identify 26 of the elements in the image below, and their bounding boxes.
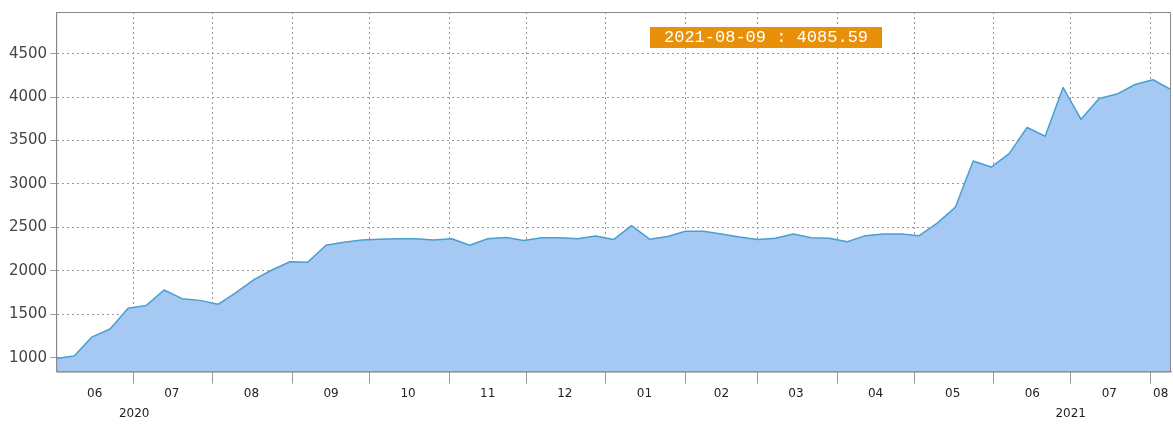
- x-tick-label: 01: [636, 385, 653, 400]
- x-tick-label: 12: [557, 385, 573, 400]
- y-tick-label: 1000: [8, 347, 48, 366]
- x-tick-label: 05: [945, 385, 961, 400]
- x-tick-label: 11: [480, 385, 496, 400]
- y-tick-label: 3000: [8, 173, 48, 192]
- y-tick-label: 3500: [8, 130, 48, 149]
- x-tick-label: 02: [713, 385, 730, 400]
- annotation: 2021-08-09 : 4085.59: [650, 27, 883, 48]
- x-tick-label: 08: [1153, 385, 1169, 400]
- text: 2021: [1055, 405, 1086, 420]
- y-tick-label: 4000: [8, 87, 48, 106]
- x-tick-label: 07: [1101, 385, 1117, 400]
- x-tick-label: 06: [87, 385, 103, 400]
- x-tick-label: 09: [323, 385, 339, 400]
- y-tick-label: 1500: [8, 304, 48, 323]
- x-tick-label: 07: [164, 385, 180, 400]
- y-tick-label: 4500: [8, 43, 48, 62]
- text: 2020: [118, 405, 150, 420]
- y-tick-label: 2000: [8, 260, 48, 279]
- x-tick-label: 03: [788, 385, 804, 400]
- x-tick-label: 10: [400, 385, 416, 400]
- y-tick-label: 2500: [8, 217, 48, 236]
- x-tick-label: 06: [1024, 385, 1040, 400]
- x-tick-label: 08: [243, 385, 260, 400]
- x-tick-label: 04: [867, 385, 884, 400]
